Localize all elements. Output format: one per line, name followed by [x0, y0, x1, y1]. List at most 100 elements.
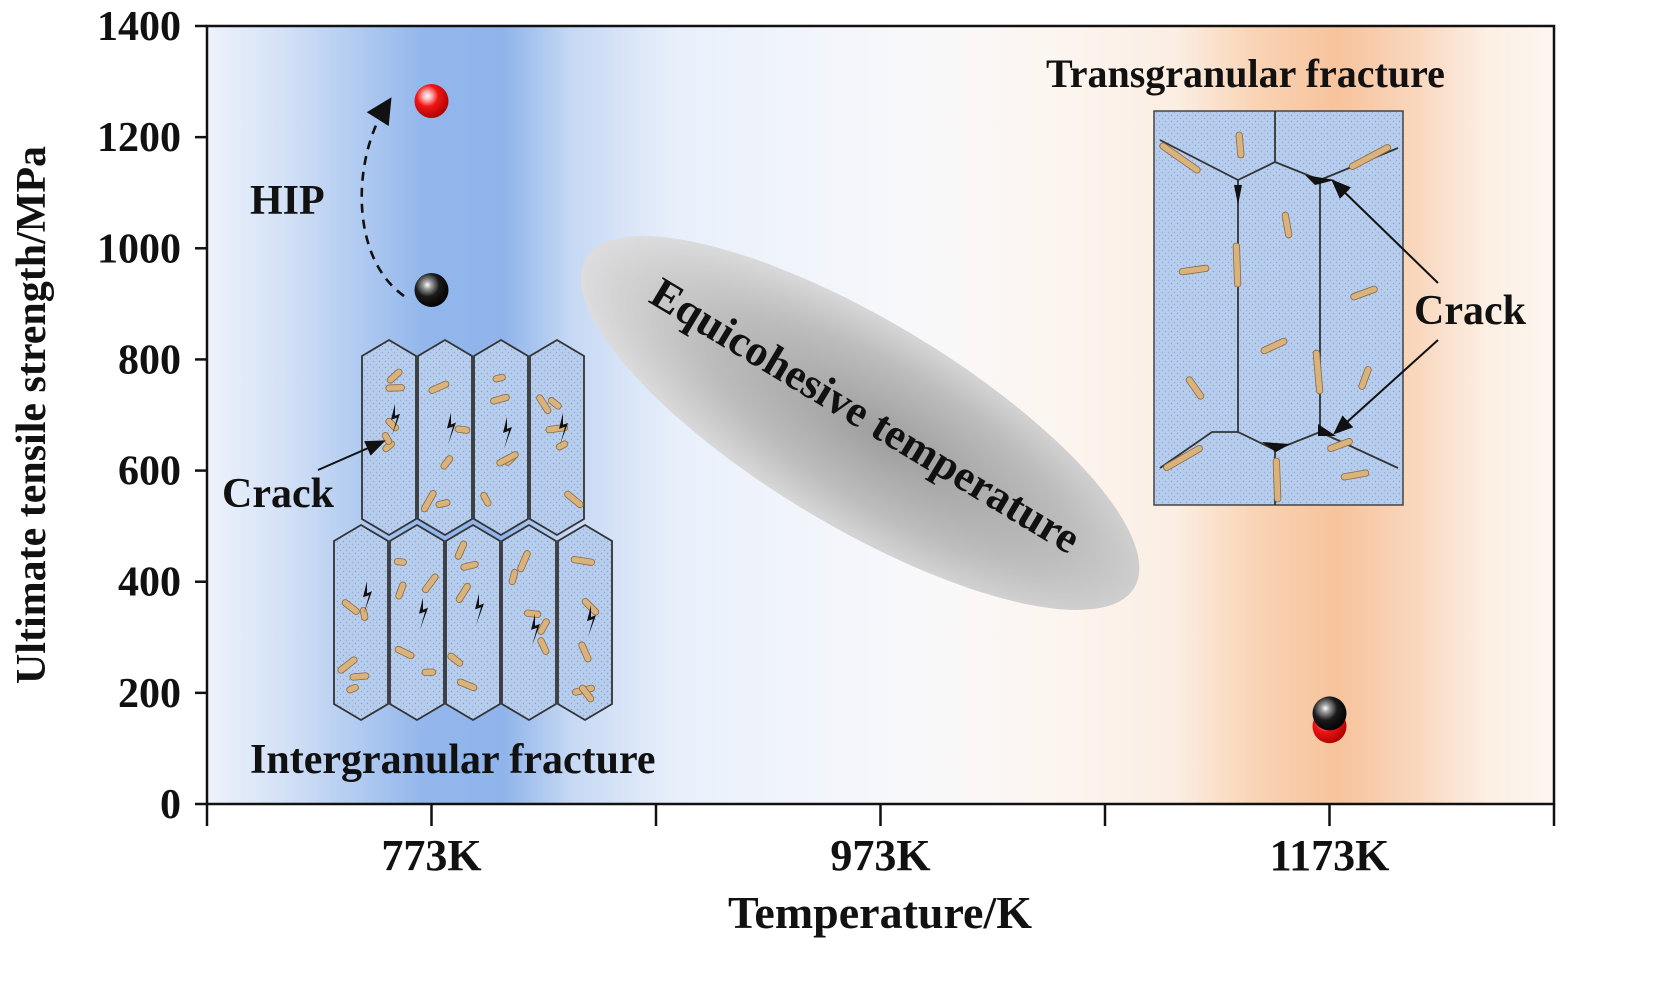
y-tick-label: 1400 — [97, 4, 181, 50]
intergranular-grain-schematic — [333, 338, 613, 722]
y-tick-label: 600 — [118, 449, 181, 495]
precipitate — [1340, 469, 1370, 481]
grain — [557, 523, 613, 722]
precipitate — [455, 582, 471, 603]
precipitate — [508, 568, 519, 586]
crack-mark — [475, 593, 484, 626]
precipitate — [385, 417, 400, 432]
precipitate — [578, 641, 592, 663]
precipitate — [1348, 144, 1392, 170]
y-tick-label: 1200 — [97, 115, 181, 161]
crack-mark — [419, 597, 428, 630]
y-tick-label: 1000 — [97, 226, 181, 272]
x-tick-label: 773K — [381, 831, 481, 880]
precipitate — [447, 652, 464, 667]
precipitate — [381, 431, 393, 445]
intergranular-label: Intergranular fracture — [250, 737, 656, 783]
grain — [389, 523, 445, 722]
precipitate — [440, 455, 454, 470]
precipitate — [1185, 376, 1205, 400]
precipitate — [1350, 285, 1378, 301]
precipitate — [517, 550, 531, 573]
precipitate — [1327, 438, 1353, 452]
precipitate — [420, 490, 437, 513]
data-point-1-1 — [1312, 696, 1347, 731]
precipitate — [490, 393, 510, 405]
precipitate — [579, 684, 595, 703]
precipitate — [359, 607, 369, 621]
precipitate — [537, 618, 550, 635]
grain — [529, 338, 585, 537]
precipitate — [523, 609, 542, 618]
transgranular-grain-schematic — [1153, 110, 1404, 506]
precipitate — [496, 451, 519, 467]
crack-mark — [559, 412, 568, 445]
precipitate — [456, 678, 478, 692]
precipitate — [421, 668, 437, 676]
crack-arrow-left — [317, 440, 386, 471]
y-tick-label: 400 — [118, 560, 181, 606]
precipitate — [547, 397, 562, 410]
axes: 0 200 400 600 800 1000 1200 1400 773K 973K 1173K — [97, 4, 1556, 880]
data-point-0-0 — [414, 84, 449, 119]
crack-mark — [587, 605, 596, 638]
precipitate — [564, 490, 584, 509]
precipitate — [1159, 142, 1201, 174]
grain — [473, 338, 529, 537]
precipitate — [1260, 337, 1288, 355]
precipitate — [395, 581, 407, 600]
crack-mark — [531, 613, 540, 646]
x-tick-label: 1173K — [1270, 831, 1390, 880]
precipitate — [1163, 444, 1203, 471]
crack-label-left: Crack — [222, 471, 335, 517]
precipitate — [386, 368, 403, 384]
grain — [445, 523, 501, 722]
crack-arrow-right-upper — [1331, 179, 1439, 284]
precipitate — [492, 373, 506, 383]
precipitate — [346, 683, 359, 694]
precipitate — [428, 380, 450, 394]
precipitate — [422, 573, 439, 594]
precipitate — [393, 557, 407, 566]
transgranular-label: Transgranular fracture — [1046, 51, 1445, 96]
precipitate — [536, 394, 552, 415]
crack-mark — [391, 403, 400, 436]
precipitate — [1281, 211, 1293, 239]
crack-label-right: Crack — [1414, 288, 1527, 334]
precipitate — [1312, 349, 1324, 395]
precipitate — [1358, 366, 1372, 390]
crack-mark — [363, 581, 372, 614]
crack-mark — [447, 412, 456, 445]
precipitate — [435, 499, 451, 509]
grain — [333, 523, 389, 722]
data-points — [414, 84, 1347, 744]
precipitate — [341, 599, 360, 615]
equicohesive-ellipse — [580, 236, 1140, 610]
precipitate — [537, 637, 550, 655]
precipitate — [337, 656, 358, 674]
precipitate — [349, 672, 370, 681]
precipitate — [454, 540, 468, 560]
precipitate — [1272, 457, 1282, 503]
hip-label: HIP — [250, 178, 325, 224]
y-axis-title: Ultimate tensile strength/MPa — [9, 146, 55, 684]
data-point-1-0 — [414, 272, 449, 307]
y-tick-label: 0 — [160, 782, 181, 828]
y-tick-label: 800 — [118, 337, 181, 383]
precipitate — [460, 560, 479, 571]
crack-mark — [503, 416, 512, 449]
precipitate — [454, 425, 471, 434]
hip-arrow — [360, 97, 405, 298]
precipitate — [1235, 131, 1245, 159]
precipitate — [1178, 264, 1210, 276]
crack-arrow-right-lower — [1333, 339, 1439, 435]
x-axis-title: Temperature/K — [728, 887, 1032, 938]
x-tick-label: 973K — [830, 831, 930, 880]
precipitates — [1159, 131, 1392, 503]
precipitate — [385, 384, 405, 392]
precipitate — [555, 440, 569, 451]
precipitate — [1232, 242, 1242, 288]
precipitate — [394, 645, 415, 660]
precipitate — [480, 491, 492, 507]
